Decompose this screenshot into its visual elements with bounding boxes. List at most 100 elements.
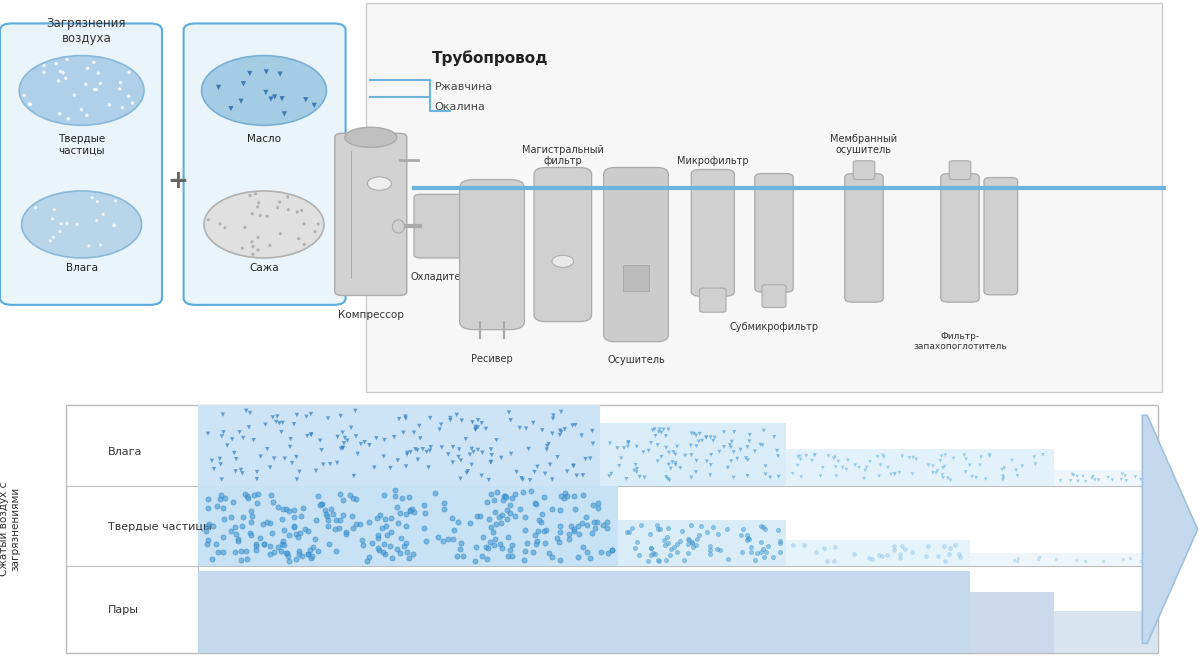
Point [516,545,535,556]
Point [385,485,404,496]
Point [487,487,506,498]
Point [656,431,676,442]
Point [826,462,845,472]
Point [994,471,1013,482]
Point [263,497,282,508]
Point [619,438,638,448]
Point [284,505,304,515]
Point [539,439,558,450]
Point [253,519,272,529]
Point [313,459,332,470]
Point [697,456,716,467]
Point [247,538,266,549]
Point [584,523,604,533]
Point [241,517,260,528]
Point [307,515,326,525]
Point [467,542,486,553]
Point [874,450,893,461]
Point [893,451,912,462]
Point [270,69,289,80]
Point [574,490,593,500]
Point [86,84,106,95]
FancyBboxPatch shape [604,168,668,342]
Point [215,222,234,233]
Point [246,545,265,555]
Point [313,498,332,509]
Point [242,208,262,219]
Point [1002,455,1021,466]
Point [1008,553,1027,563]
Point [374,490,394,500]
Point [634,447,653,458]
Point [77,79,96,90]
Point [1111,474,1130,485]
Point [396,537,415,548]
Point [451,538,470,549]
Point [346,405,365,416]
Point [934,472,953,483]
Point [941,475,960,486]
Point [268,202,287,213]
Point [43,214,62,224]
Point [739,436,758,447]
Circle shape [552,255,574,267]
Point [944,540,964,551]
Point [238,490,257,501]
Point [664,447,683,458]
Point [400,552,419,563]
Point [265,92,284,103]
Point [251,210,270,221]
Point [506,467,526,478]
Point [79,241,98,251]
Point [569,521,588,531]
Point [1076,476,1096,487]
Point [222,434,241,445]
Point [370,545,389,556]
Point [318,511,337,521]
Point [628,464,647,474]
Point [473,448,492,458]
Bar [970,553,1158,566]
Point [403,549,422,559]
Point [486,519,505,530]
Point [306,226,325,237]
Point [238,553,257,564]
Point [442,513,461,523]
Point [857,462,876,473]
Point [960,460,979,471]
Point [878,462,898,473]
Point [371,509,390,520]
Point [1093,555,1112,566]
Text: Ржавчина: Ржавчина [434,82,493,92]
Point [660,448,679,458]
Point [472,470,491,481]
Point [337,529,356,540]
Point [583,528,602,539]
Point [1046,554,1066,565]
Point [395,541,414,551]
Point [328,431,347,442]
Point [368,533,388,543]
Point [542,504,562,515]
Point [308,490,328,501]
Point [652,452,671,462]
Point [994,473,1013,484]
Point [352,439,371,450]
Point [242,237,262,247]
Ellipse shape [392,220,404,233]
Point [641,543,660,553]
Point [672,525,691,536]
Point [458,466,478,476]
Point [277,547,296,558]
Bar [198,486,618,566]
Point [272,93,292,104]
Point [972,452,991,462]
Point [916,551,935,561]
Point [479,514,498,525]
Point [290,549,310,559]
Point [931,456,950,466]
Point [282,458,301,468]
Point [1116,471,1135,482]
Point [512,473,532,484]
Point [226,547,245,557]
